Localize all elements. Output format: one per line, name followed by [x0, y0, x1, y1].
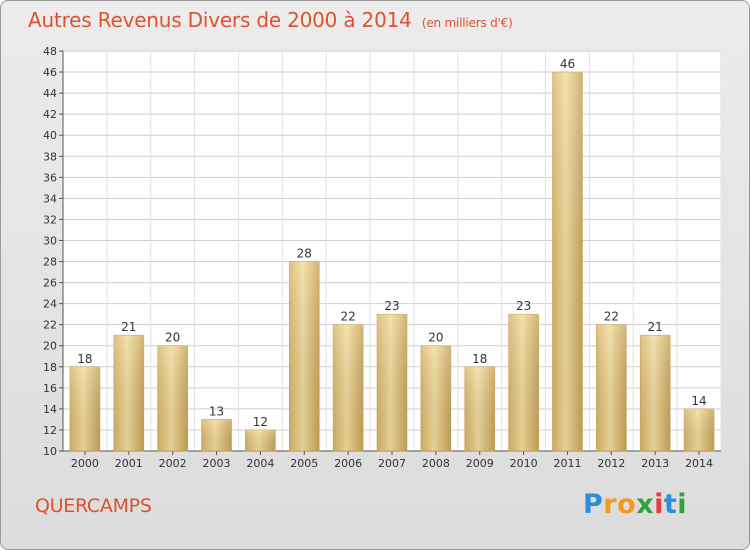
bar-shade-2008: [420, 345, 451, 451]
commune-name: QUERCAMPS: [35, 495, 152, 517]
y-tick-label: 44: [43, 87, 57, 100]
value-label-2005: 28: [297, 247, 312, 261]
y-tick-label: 46: [43, 66, 57, 79]
value-label-2014: 14: [691, 394, 706, 408]
y-tick-label: 26: [43, 277, 57, 290]
bar-shade-2011: [552, 72, 583, 451]
x-tick-label-2003: 2003: [203, 457, 231, 470]
y-tick-label: 22: [43, 319, 57, 332]
x-tick-label-2007: 2007: [378, 457, 406, 470]
value-label-2013: 21: [648, 320, 663, 334]
x-tick-label-2004: 2004: [246, 457, 274, 470]
value-label-2004: 12: [253, 415, 268, 429]
value-label-2002: 20: [165, 331, 180, 345]
y-tick-label: 32: [43, 213, 57, 226]
y-tick-label: 24: [43, 298, 57, 311]
y-tick-label: 42: [43, 108, 57, 121]
y-tick-label: 12: [43, 424, 57, 437]
y-tick-label: 36: [43, 171, 57, 184]
x-tick-label-2009: 2009: [466, 457, 494, 470]
y-tick-label: 10: [43, 445, 57, 458]
chart-title: Autres Revenus Divers de 2000 à 2014 (en…: [28, 8, 513, 32]
bar-shade-2013: [640, 335, 671, 451]
bar-shade-2007: [377, 314, 407, 451]
value-label-2012: 22: [604, 310, 619, 324]
bar-shade-2012: [596, 324, 627, 451]
x-tick-label-2012: 2012: [597, 457, 625, 470]
x-tick-label-2000: 2000: [71, 457, 99, 470]
bar-shade-2010: [508, 314, 539, 451]
x-tick-label-2006: 2006: [334, 457, 362, 470]
y-tick-label: 34: [43, 192, 57, 205]
x-tick-label-2002: 2002: [159, 457, 187, 470]
bar-shade-2014: [684, 408, 715, 451]
bar-shade-2006: [333, 324, 364, 451]
x-tick-label-2014: 2014: [685, 457, 713, 470]
value-label-2006: 22: [340, 310, 355, 324]
value-label-2000: 18: [77, 352, 92, 366]
value-label-2001: 21: [121, 320, 136, 334]
value-label-2007: 23: [384, 299, 399, 313]
y-tick-label: 28: [43, 256, 57, 269]
y-tick-label: 40: [43, 129, 57, 142]
value-label-2008: 20: [428, 331, 443, 345]
bar-shade-2002: [157, 345, 188, 451]
bar-shade-2004: [245, 429, 276, 451]
x-tick-label-2013: 2013: [641, 457, 669, 470]
y-tick-label: 30: [43, 234, 57, 247]
y-tick-label: 16: [43, 382, 57, 395]
bar-shade-2009: [464, 366, 495, 451]
proxiti-logo: Proxiti: [583, 489, 688, 520]
x-tick-label-2011: 2011: [553, 457, 581, 470]
value-label-2011: 46: [560, 57, 575, 71]
y-tick-label: 20: [43, 340, 57, 353]
x-tick-label-2005: 2005: [290, 457, 318, 470]
chart-subtitle: (en milliers d'€): [421, 16, 513, 30]
x-tick-label-2010: 2010: [510, 457, 538, 470]
bar-shade-2003: [201, 419, 232, 451]
chart-title-text: Autres Revenus Divers de 2000 à 2014: [28, 8, 412, 32]
y-tick-label: 18: [43, 361, 57, 374]
x-tick-label-2008: 2008: [422, 457, 450, 470]
value-label-2010: 23: [516, 299, 531, 313]
value-label-2003: 13: [209, 404, 224, 418]
bar-shade-2000: [69, 366, 100, 451]
y-tick-label: 38: [43, 150, 57, 163]
x-tick-label-2001: 2001: [115, 457, 143, 470]
value-label-2009: 18: [472, 352, 487, 366]
bar-shade-2005: [289, 261, 320, 451]
y-tick-label: 48: [43, 45, 57, 58]
y-tick-label: 14: [43, 403, 57, 416]
value-labels: 18 21 20 13 12 28 22 23 20 18 23 46 22 21 14: [77, 57, 706, 429]
bar-shade-2001: [113, 335, 144, 451]
bars: [69, 71, 715, 452]
